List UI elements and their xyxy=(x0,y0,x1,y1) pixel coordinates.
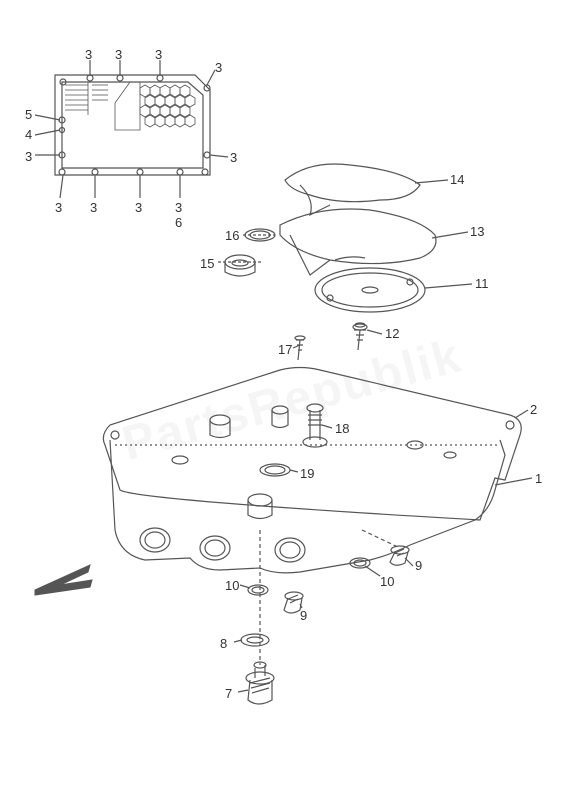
callout-5: 5 xyxy=(25,107,32,122)
callout-8: 8 xyxy=(220,636,227,651)
callout-2: 2 xyxy=(530,402,537,417)
callout-3a: 3 xyxy=(85,47,92,62)
callout-4: 4 xyxy=(25,127,32,142)
callout-3f: 3 xyxy=(230,150,237,165)
callout-3h: 3 xyxy=(90,200,97,215)
callout-3j: 3 xyxy=(175,200,182,215)
callout-1: 1 xyxy=(535,471,542,486)
callout-14: 14 xyxy=(450,172,464,187)
parts-diagram xyxy=(0,0,584,800)
callout-11: 11 xyxy=(475,276,489,291)
callout-3i: 3 xyxy=(135,200,142,215)
callout-13: 13 xyxy=(470,224,484,239)
callout-3b: 3 xyxy=(115,47,122,62)
callout-18: 18 xyxy=(335,421,349,436)
callout-17: 17 xyxy=(278,342,292,357)
callout-16: 16 xyxy=(225,228,239,243)
callout-10a: 10 xyxy=(225,578,239,593)
callout-3e: 3 xyxy=(25,149,32,164)
callout-15: 15 xyxy=(200,256,214,271)
callout-10b: 10 xyxy=(380,574,394,589)
callout-19: 19 xyxy=(300,466,314,481)
callout-6: 6 xyxy=(175,215,182,230)
callout-3c: 3 xyxy=(155,47,162,62)
callout-9b: 9 xyxy=(415,558,422,573)
callout-7: 7 xyxy=(225,686,232,701)
callout-3d: 3 xyxy=(215,60,222,75)
callout-3g: 3 xyxy=(55,200,62,215)
callout-12: 12 xyxy=(385,326,399,341)
callout-9a: 9 xyxy=(300,608,307,623)
